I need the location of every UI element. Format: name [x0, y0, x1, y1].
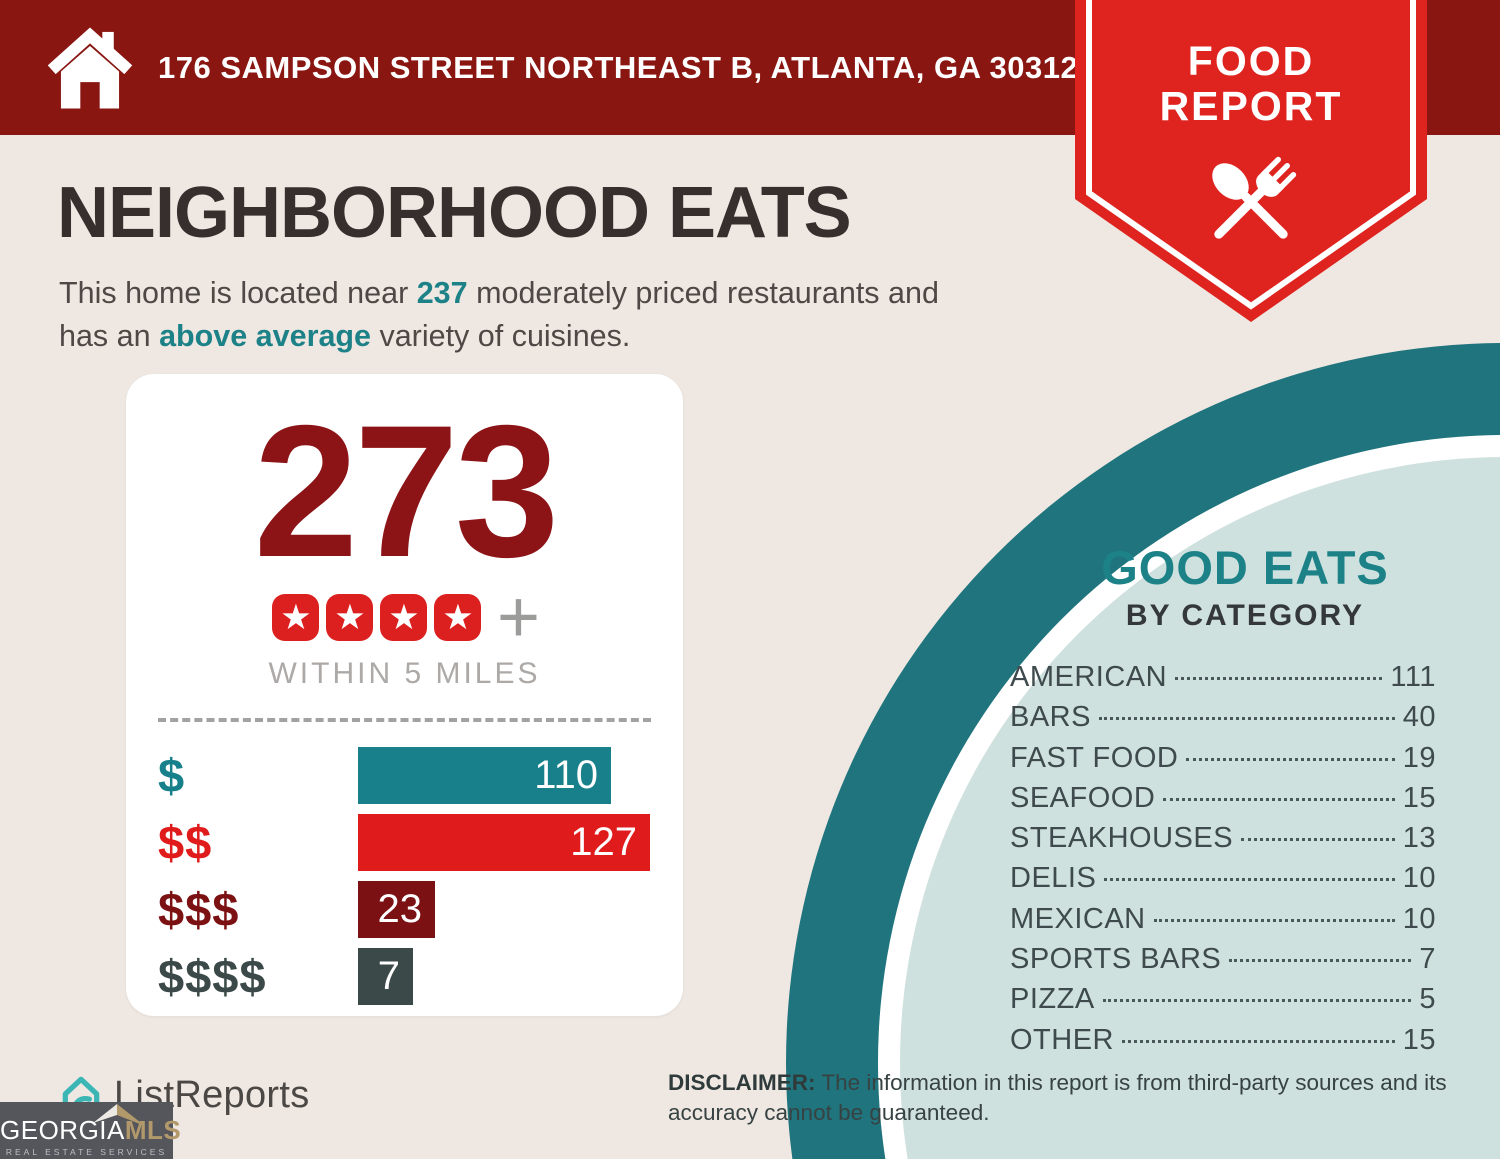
- intro-text: This home is located near: [59, 276, 417, 310]
- category-row: STEAKHOUSES 13: [1010, 822, 1436, 862]
- good-eats-list: AMERICAN 111 BARS 40 FAST FOOD 19 SEAFOOD 15 STE…: [1010, 661, 1436, 1064]
- category-value: 15: [1402, 1023, 1436, 1056]
- category-value: 13: [1402, 822, 1436, 855]
- intro-text: has an: [59, 319, 160, 354]
- category-label: SEAFOOD: [1010, 781, 1156, 814]
- radius-caption: WITHIN 5 MILES: [268, 656, 541, 690]
- good-eats-panel: GOOD EATS BY CATEGORY AMERICAN 111 BARS 40 F…: [1010, 540, 1436, 1064]
- disclaimer-label: DISCLAIMER:: [668, 1070, 816, 1095]
- category-row: AMERICAN 111: [1010, 661, 1436, 701]
- badge-title-line2: REPORT: [1159, 83, 1343, 129]
- price-tier-label: $$$$: [158, 949, 267, 1003]
- intro-paragraph: This home is located near 237 moderately…: [59, 272, 1059, 359]
- category-value: 10: [1402, 902, 1436, 935]
- category-value: 7: [1419, 943, 1436, 976]
- good-eats-title: GOOD EATS: [1101, 541, 1389, 594]
- star-icon: ★: [434, 593, 482, 641]
- price-tier-bar: 23: [358, 880, 435, 938]
- price-tier-label: $$$: [158, 882, 240, 936]
- price-tier-label: $: [158, 748, 186, 802]
- restaurant-count: 273: [253, 386, 560, 596]
- category-label: SPORTS BARS: [1010, 943, 1222, 976]
- price-tier-bar: 127: [358, 813, 650, 871]
- star-icon: ★: [380, 593, 428, 641]
- intro-highlight: above average: [159, 319, 371, 354]
- food-report-badge: FOOD REPORT: [1075, 0, 1427, 328]
- badge-title-line1: FOOD: [1187, 38, 1315, 84]
- page-title: NEIGHBORHOOD EATS: [57, 173, 852, 253]
- georgiamls-tagline: REAL ESTATE SERVICES: [5, 1147, 168, 1157]
- dotted-leader: [1229, 959, 1412, 963]
- intro-highlight: 237: [416, 276, 468, 310]
- price-tier-row: $$$ 23: [158, 880, 683, 938]
- price-tier-row: $$$$ 7: [158, 947, 683, 1005]
- property-address: 176 SAMPSON STREET NORTHEAST B, ATLANTA,…: [158, 49, 1079, 85]
- rating-row: ★ ★ ★ ★ +: [126, 575, 683, 659]
- intro-text: moderately priced restaurants and: [467, 276, 939, 310]
- category-value: 15: [1402, 781, 1436, 814]
- stars-row: ★ ★ ★ ★: [269, 593, 485, 641]
- spoon-fork-icon: [1212, 156, 1297, 239]
- category-label: BARS: [1010, 701, 1091, 734]
- category-row: SEAFOOD 15: [1010, 782, 1436, 822]
- category-label: OTHER: [1010, 1023, 1114, 1056]
- star-icon: ★: [326, 593, 374, 641]
- category-value: 111: [1390, 661, 1436, 693]
- dotted-leader: [1241, 838, 1395, 842]
- dotted-leader: [1104, 878, 1395, 882]
- pennant-shape: [1075, 0, 1427, 322]
- price-chart: $110 $$ 127 $$$ 23 $$$$ 7: [126, 722, 683, 1005]
- category-row: DELIS 10: [1010, 862, 1436, 902]
- category-row: SPORTS BARS 7: [1010, 943, 1436, 983]
- category-row: BARS 40: [1010, 701, 1436, 741]
- intro-line-1: This home is located near 237 moderately…: [59, 272, 1059, 315]
- dotted-leader: [1186, 757, 1395, 761]
- price-tier-bar: 7: [358, 947, 413, 1005]
- dotted-leader: [1163, 797, 1395, 801]
- dotted-leader: [1102, 999, 1412, 1003]
- house-icon: [47, 27, 133, 108]
- georgiamls-logo: GEORGIAMLS REAL ESTATE SERVICES: [0, 1102, 182, 1159]
- restaurant-stats-card: 273 ★ ★ ★ ★ + WITHIN 5 MILES $110 $$ 127 $$$ 23…: [126, 374, 683, 1016]
- georgiamls-wordmark: GEORGIAMLS: [0, 1115, 182, 1145]
- dashed-divider: [158, 717, 651, 722]
- plus-sign: +: [496, 575, 541, 659]
- category-row: PIZZA 5: [1010, 983, 1436, 1023]
- star-icon: ★: [272, 593, 320, 641]
- category-row: FAST FOOD 19: [1010, 742, 1436, 782]
- disclaimer: DISCLAIMER: The information in this repo…: [668, 1068, 1468, 1129]
- category-value: 10: [1402, 862, 1436, 895]
- dotted-leader: [1175, 677, 1383, 680]
- category-label: PIZZA: [1010, 983, 1095, 1016]
- intro-text: variety of cuisines.: [371, 319, 631, 354]
- good-eats-subtitle: BY CATEGORY: [1125, 599, 1365, 632]
- category-value: 40: [1402, 701, 1436, 734]
- price-tier-label: $$: [158, 815, 213, 869]
- category-label: MEXICAN: [1010, 902, 1146, 935]
- category-label: AMERICAN: [1010, 661, 1168, 693]
- category-row: OTHER 15: [1010, 1024, 1436, 1064]
- category-value: 5: [1419, 983, 1436, 1016]
- category-label: FAST FOOD: [1010, 741, 1179, 774]
- dotted-leader: [1098, 717, 1395, 721]
- intro-line-2: has an above average variety of cuisines…: [59, 315, 1059, 358]
- category-label: DELIS: [1010, 862, 1097, 895]
- price-tier-row: $110: [158, 746, 683, 804]
- category-value: 19: [1402, 741, 1436, 774]
- category-label: STEAKHOUSES: [1010, 822, 1234, 855]
- georgiamls-roof-icon: [93, 1104, 145, 1126]
- price-tier-bar: 110: [358, 746, 611, 804]
- dotted-leader: [1122, 1039, 1395, 1043]
- dotted-leader: [1153, 918, 1395, 922]
- category-row: MEXICAN 10: [1010, 903, 1436, 943]
- disclaimer-text: The information in this report is from t…: [668, 1070, 1447, 1126]
- price-tier-row: $$ 127: [158, 813, 683, 871]
